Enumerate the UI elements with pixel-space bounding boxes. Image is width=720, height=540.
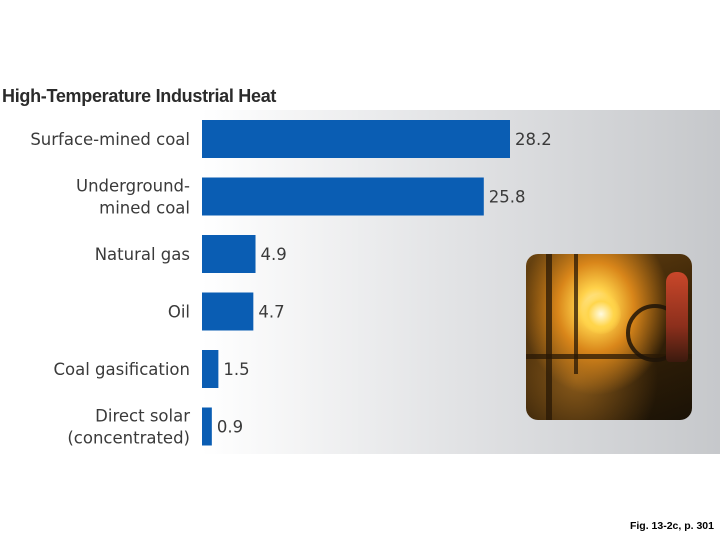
- category-label-5-line-1: (concentrated): [67, 429, 190, 448]
- value-label-3: 4.7: [258, 303, 284, 322]
- chart-title: High-Temperature Industrial Heat: [2, 86, 277, 106]
- category-label-0: Surface-mined coal: [30, 130, 190, 149]
- value-label-2: 4.9: [261, 245, 287, 264]
- category-label-5-line-0: Direct solar: [95, 407, 190, 426]
- bar-2: [202, 235, 256, 273]
- bar-0: [202, 120, 510, 158]
- value-label-1: 25.8: [489, 188, 526, 207]
- bar-4: [202, 350, 219, 388]
- industrial-furnace-photo: [526, 254, 692, 420]
- category-label-1-line-1: mined coal: [99, 199, 190, 218]
- bar-3: [202, 292, 254, 331]
- bar-5: [202, 407, 212, 446]
- category-label-1-line-0: Underground-: [76, 177, 190, 196]
- category-label-4: Coal gasification: [53, 360, 190, 379]
- category-label-3: Oil: [168, 303, 190, 322]
- bar-chart: 28.2 Surface-mined coal 25.8 Underground-mi…: [30, 120, 552, 448]
- value-label-0: 28.2: [515, 130, 552, 149]
- category-label-2: Natural gas: [95, 245, 190, 264]
- value-label-5: 0.9: [217, 418, 243, 437]
- figure-caption: Fig. 13-2c, p. 301: [629, 520, 714, 532]
- value-label-4: 1.5: [223, 360, 249, 379]
- bar-1: [202, 177, 484, 216]
